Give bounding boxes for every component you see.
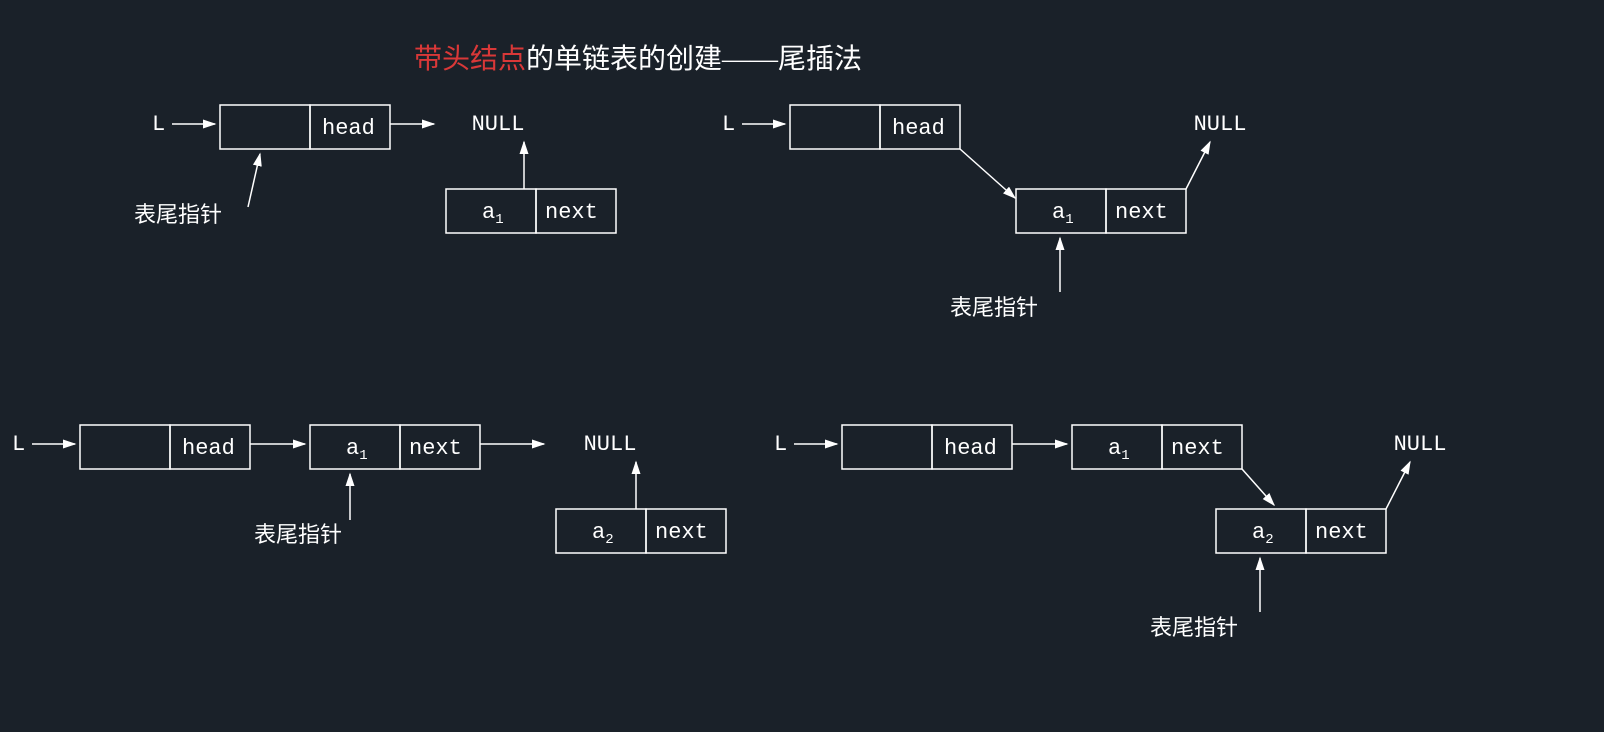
pointer-L: L xyxy=(722,112,735,137)
head-label: head xyxy=(892,116,945,141)
tail-pointer-label: 表尾指针 xyxy=(254,522,342,547)
next-label: next xyxy=(409,436,462,461)
a2-label: a2 xyxy=(592,520,614,548)
head-label: head xyxy=(944,436,997,461)
next-label: next xyxy=(1315,520,1368,545)
next-label: next xyxy=(1171,436,1224,461)
a2-label: a2 xyxy=(1252,520,1274,548)
tail-pointer-label: 表尾指针 xyxy=(950,295,1038,320)
a1-label: a1 xyxy=(346,436,368,464)
next-label: next xyxy=(655,520,708,545)
null-label: NULL xyxy=(1394,432,1447,457)
pointer-L: L xyxy=(12,432,25,457)
step-2: L head a1 next NULL 表尾指针 xyxy=(722,105,1246,320)
linked-list-diagram: 带头结点的单链表的创建——尾插法 L head NULL a1 next 表尾指… xyxy=(0,0,1604,732)
step-3: L head a1 next NULL a2 next 表尾指针 xyxy=(12,425,726,553)
a1-label: a1 xyxy=(1052,200,1074,228)
a1-label: a1 xyxy=(1108,436,1130,464)
null-label: NULL xyxy=(472,112,525,137)
arrow-head-a1 xyxy=(960,149,1015,198)
null-label: NULL xyxy=(584,432,637,457)
step-4: L head a1 next a2 next NULL 表尾指针 xyxy=(774,425,1446,640)
arrow-tail xyxy=(248,154,260,207)
a1-label: a1 xyxy=(482,200,504,228)
pointer-L: L xyxy=(152,112,165,137)
next-label: next xyxy=(1115,200,1168,225)
head-label: head xyxy=(182,436,235,461)
head-data-cell xyxy=(842,425,932,469)
arrow-a1-a2 xyxy=(1242,469,1274,505)
head-data-cell xyxy=(80,425,170,469)
head-data-cell xyxy=(790,105,880,149)
head-label: head xyxy=(322,116,375,141)
null-label: NULL xyxy=(1194,112,1247,137)
step-1: L head NULL a1 next 表尾指针 xyxy=(134,105,616,233)
title: 带头结点的单链表的创建——尾插法 xyxy=(414,43,862,75)
title-white: 的单链表的创建——尾插法 xyxy=(526,43,862,75)
title-red: 带头结点 xyxy=(414,43,526,75)
arrow-a1-null xyxy=(1186,142,1210,189)
tail-pointer-label: 表尾指针 xyxy=(134,202,222,227)
pointer-L: L xyxy=(774,432,787,457)
tail-pointer-label: 表尾指针 xyxy=(1150,615,1238,640)
next-label: next xyxy=(545,200,598,225)
head-data-cell xyxy=(220,105,310,149)
arrow-a2-null xyxy=(1386,462,1410,509)
